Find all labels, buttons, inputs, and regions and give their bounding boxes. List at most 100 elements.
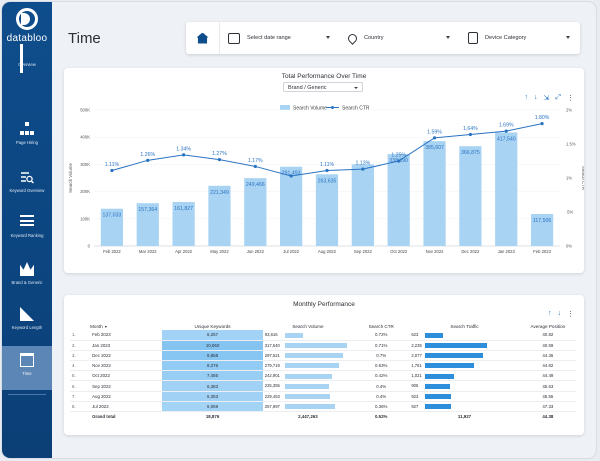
- volume-bar[interactable]: [280, 166, 303, 246]
- ctr-point[interactable]: [182, 153, 186, 157]
- home-button[interactable]: [186, 22, 220, 54]
- table-row[interactable]: 5. Oct 2022 7,485 242,901 0.42% 1,021 44.49: [70, 370, 576, 382]
- sidebar-item-keyword-overview[interactable]: Keyword Overview: [2, 170, 52, 214]
- volume-bar[interactable]: [530, 214, 554, 246]
- chevron-down-icon: [446, 36, 450, 39]
- expand-icon[interactable]: ⤢: [555, 94, 561, 101]
- row-index: [70, 412, 90, 422]
- ctr-data-label: 1.64%: [463, 126, 478, 132]
- avg-position-cell: 47.33: [519, 401, 576, 413]
- ctr-point[interactable]: [432, 136, 437, 140]
- brand-logo[interactable]: databloo: [2, 8, 52, 44]
- volume-data-label: 417,540: [497, 136, 516, 142]
- table-row[interactable]: 3. Dec 2022 9,858 297,521 0.7% 2,077 44.36: [70, 350, 576, 362]
- x-tick-label: Nov 2022: [426, 249, 445, 254]
- unique-keywords-cell: 7,485: [162, 370, 263, 382]
- search-traffic-cell: 905: [409, 380, 520, 392]
- month-header[interactable]: Month ▼: [90, 323, 108, 329]
- date-range-label: Select date range: [247, 35, 291, 41]
- search-traffic-cell: 1,761: [409, 360, 520, 372]
- country-filter[interactable]: Country: [340, 22, 460, 54]
- table-row[interactable]: 7. Aug 2022 6,353 229,453 0.4% 923 45.55: [70, 391, 576, 402]
- search-traffic-cell: 923: [409, 391, 520, 402]
- sidebar-item-brand-generic[interactable]: Brand & Generic: [2, 262, 52, 306]
- ctr-point[interactable]: [110, 168, 114, 173]
- search-ctr-header[interactable]: Search CTR: [368, 323, 394, 329]
- search-volume-value: 257,997: [264, 403, 280, 409]
- table-row[interactable]: 8. Jul 2022 6,069 257,997 0.36% 927 47.33: [70, 401, 576, 413]
- ctr-point[interactable]: [289, 174, 293, 178]
- sort-desc-icon: ▼: [104, 324, 108, 329]
- volume-bar[interactable]: [172, 201, 195, 246]
- volume-bar[interactable]: [136, 203, 159, 246]
- search-volume-cell: 93,616: [262, 330, 354, 341]
- table-row[interactable]: 2. Jan 2023 10,060 317,540 0.71% 2,235 40.59: [70, 340, 576, 351]
- volume-bar[interactable]: [423, 141, 446, 246]
- search-volume-value: 93,616: [264, 332, 278, 338]
- sidebar-item-keyword-ranking[interactable]: Keyword Ranking: [2, 215, 52, 259]
- ctr-point[interactable]: [504, 129, 508, 133]
- ctr-point[interactable]: [540, 122, 544, 126]
- x-tick-label: Dec 2022: [461, 249, 480, 254]
- volume-bar[interactable]: [351, 164, 374, 246]
- ctr-point[interactable]: [325, 168, 329, 173]
- ctr-point[interactable]: [217, 158, 222, 162]
- brand-name: databloo: [6, 33, 48, 44]
- volume-bar[interactable]: [100, 208, 124, 246]
- unique-keywords-cell: 9,858: [162, 350, 263, 362]
- ctr-data-label: 1.17%: [248, 158, 263, 164]
- y-left-tick-label: 400K: [80, 135, 90, 140]
- legend-volume-label: Search Volume: [293, 106, 327, 112]
- volume-bar[interactable]: [244, 178, 267, 246]
- ctr-point[interactable]: [397, 159, 401, 163]
- search-volume-bar: [284, 373, 333, 379]
- search-traffic-header[interactable]: Search Traffic: [450, 323, 479, 329]
- more-options-icon[interactable]: ⋮: [567, 311, 574, 318]
- ctr-point[interactable]: [146, 158, 150, 162]
- device-filter[interactable]: Device Category: [460, 22, 580, 54]
- sort-descending-icon[interactable]: ↓: [557, 310, 562, 317]
- calendar-icon: [228, 32, 240, 44]
- grand-total-label: Grand total: [92, 414, 116, 420]
- ctr-point[interactable]: [361, 167, 365, 171]
- x-tick-label: May 2022: [210, 249, 229, 254]
- volume-bar[interactable]: [459, 146, 482, 246]
- search-volume-header[interactable]: Search Volume: [292, 323, 324, 329]
- avg-position-cell: 45.63: [519, 380, 576, 392]
- row-index: 4.: [70, 360, 91, 372]
- x-tick-label: Aug 2022: [318, 249, 337, 254]
- volume-bar[interactable]: [315, 174, 339, 246]
- chart-toolbar: ↑ ↓ ⇲ ⤢ ⋮: [525, 94, 574, 102]
- brand-generic-select[interactable]: Brand / Generic: [283, 82, 363, 92]
- table-row[interactable]: 1. Feb 2023 6,257 93,616 0.72% 623 40.82: [70, 330, 576, 341]
- more-options-icon[interactable]: ⋮: [567, 95, 574, 102]
- search-traffic-value: 1,021: [411, 373, 422, 379]
- table-row[interactable]: 4. Nov 2022 8,276 279,719 0.63% 1,761 44.82: [70, 360, 576, 372]
- ctr-point[interactable]: [253, 164, 257, 169]
- date-range-filter[interactable]: Select date range: [220, 22, 340, 54]
- month-cell: Dec 2022: [90, 350, 163, 362]
- ctr-data-label: 1.27%: [212, 151, 227, 157]
- drill-down-icon[interactable]: ⇲: [543, 95, 550, 102]
- table-row[interactable]: 6. Sep 2022 6,383 225,355 0.4% 905 45.63: [70, 380, 576, 392]
- search-volume-cell: 279,719: [262, 360, 354, 372]
- sidebar-item-time[interactable]: Time: [2, 346, 52, 390]
- crown-icon: [20, 262, 34, 276]
- y-right-tick-label: 1.5%: [566, 142, 576, 147]
- ctr-point[interactable]: [468, 132, 472, 137]
- unique-keywords-header[interactable]: Unique Keywords: [194, 323, 231, 329]
- avg-position-header[interactable]: Average Position: [530, 323, 566, 329]
- sidebar-item-page-hiring[interactable]: Page Hiring: [2, 122, 52, 166]
- row-index: 3.: [70, 350, 91, 362]
- header: Time Select date range Country Device Ca…: [62, 16, 592, 56]
- sidebar-item-overview[interactable]: Overview: [2, 44, 52, 88]
- y-right-tick-label: 0%: [566, 244, 572, 249]
- volume-bar[interactable]: [387, 154, 410, 246]
- y-right-tick-label: 2%: [566, 108, 572, 113]
- volume-bar[interactable]: [495, 132, 518, 246]
- sort-ascending-icon[interactable]: ↑: [548, 310, 552, 317]
- volume-bar[interactable]: [208, 185, 231, 246]
- sort-descending-icon[interactable]: ↓: [534, 94, 538, 101]
- sort-ascending-icon[interactable]: ↑: [524, 94, 529, 101]
- sidebar-item-keyword-length[interactable]: Keyword Length: [2, 307, 52, 351]
